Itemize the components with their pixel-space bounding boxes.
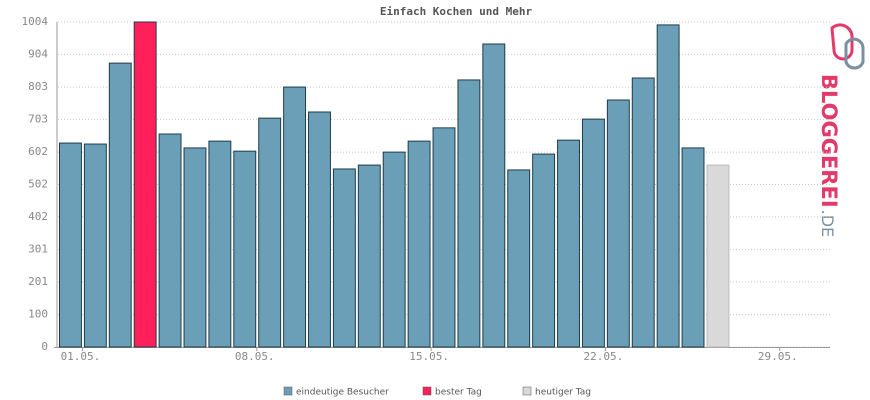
legend-label: bester Tag bbox=[435, 388, 482, 398]
x-tick-label: 08.05. bbox=[235, 350, 275, 363]
y-tick-label: 402 bbox=[28, 210, 48, 223]
bar bbox=[532, 153, 556, 348]
bar bbox=[482, 43, 506, 348]
bar bbox=[183, 147, 207, 348]
y-tick-label: 201 bbox=[28, 275, 48, 288]
bar bbox=[357, 164, 381, 348]
y-tick-label: 301 bbox=[28, 243, 48, 256]
y-tick-label: 502 bbox=[28, 178, 48, 191]
y-tick-label: 703 bbox=[28, 112, 48, 125]
bar bbox=[59, 142, 82, 348]
y-tick-label: 602 bbox=[28, 145, 48, 158]
logo: BLOGGEREI bbox=[817, 23, 865, 208]
bar bbox=[208, 140, 232, 348]
brand-suffix: .DE bbox=[818, 210, 837, 238]
legend-swatch bbox=[283, 386, 293, 396]
bar bbox=[83, 143, 107, 348]
y-tick-label: 0 bbox=[41, 340, 48, 353]
bar bbox=[382, 151, 406, 348]
bar bbox=[706, 164, 730, 348]
y-tick-label: 1004 bbox=[22, 15, 49, 28]
bar bbox=[233, 150, 257, 348]
bar bbox=[258, 117, 282, 348]
bar bbox=[283, 86, 307, 348]
x-tick-label: 22.05. bbox=[584, 350, 624, 363]
bar bbox=[606, 99, 630, 348]
bar bbox=[581, 118, 605, 348]
legend-label: heutiger Tag bbox=[535, 388, 591, 398]
y-tick-label: 904 bbox=[28, 47, 48, 60]
y-tick-label: 100 bbox=[28, 308, 48, 321]
bar bbox=[308, 111, 331, 348]
bar bbox=[457, 79, 481, 348]
bar bbox=[332, 168, 356, 348]
bar bbox=[507, 169, 531, 348]
legend-swatch bbox=[522, 386, 532, 396]
chart-title: Einfach Kochen und Mehr bbox=[380, 5, 533, 18]
x-tick-label: 01.05. bbox=[61, 350, 101, 363]
bar bbox=[158, 133, 182, 348]
bar bbox=[407, 140, 431, 348]
bar bbox=[133, 21, 157, 348]
x-tick-label: 15.05. bbox=[409, 350, 449, 363]
x-tick-label: 29.05. bbox=[758, 350, 798, 363]
brand-name: BLOGGEREI bbox=[817, 74, 841, 208]
bar bbox=[631, 77, 655, 348]
y-tick-label: 803 bbox=[28, 80, 48, 93]
bar bbox=[656, 24, 680, 348]
legend-label: eindeutige Besucher bbox=[296, 388, 389, 398]
bar bbox=[681, 147, 705, 348]
bar bbox=[432, 127, 456, 348]
legend-swatch bbox=[422, 386, 432, 396]
bar bbox=[108, 62, 132, 348]
bar bbox=[557, 139, 580, 348]
